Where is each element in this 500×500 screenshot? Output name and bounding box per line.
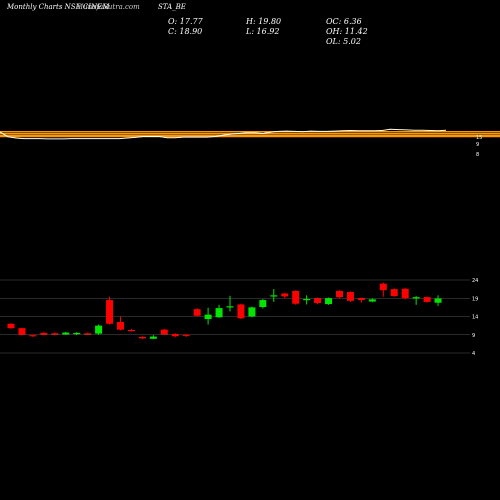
candle-body [434,298,442,303]
y-tick-label: 4 [472,351,475,357]
candle-body [303,298,311,301]
candle-body [226,306,234,308]
candle-body [193,309,201,316]
candle-body [138,336,146,339]
oh-value: OH: 11.42 [326,27,368,36]
candle-body [106,300,114,324]
candle-body [368,299,376,302]
symbol-label: STA_BE [158,3,186,11]
upper-panel-label: 9 [476,142,479,148]
candle-body [281,293,289,297]
candle-body [270,295,278,297]
candle-body [182,334,190,336]
candle-body [73,332,81,335]
low-value: L: 16.92 [246,27,280,36]
candle-body [127,330,135,332]
y-tick-label: 24 [472,278,478,284]
candle-body [237,304,245,319]
high-value: H: 19.80 [246,17,282,26]
candle-body [40,332,48,335]
candle-body [423,297,431,302]
candle-body [346,292,354,301]
open-value: O: 17.77 [168,17,203,26]
oc-value: OC: 6.36 [326,17,362,26]
close-value: C: 18.90 [168,27,203,36]
candle-body [51,333,59,335]
candle-body [336,290,343,298]
candle-body [379,283,387,291]
candle-body [18,328,26,335]
watermark: MunafaSutra.com [76,3,140,11]
candle-body [160,329,168,335]
candle-body [95,325,103,334]
candle-body [62,332,70,335]
chart-title-text: Monthly Charts NSE CINEM [7,3,110,11]
candle-body [215,308,223,318]
candle-body [357,298,365,301]
candle-body [84,333,92,335]
candle-body [248,307,256,317]
y-tick-label: 14 [472,315,478,321]
candle-body [292,290,300,304]
upper-panel-label: 15 [476,135,482,141]
candle-body [314,298,322,303]
candle-body [171,334,179,337]
candle-body [29,335,37,337]
candle-body [325,298,333,305]
candle-body [204,314,212,320]
y-tick-label: 9 [472,333,475,339]
ol-value: OL: 5.02 [326,37,361,46]
y-tick-label: 19 [472,296,478,302]
candle-body [412,297,420,299]
upper-panel-label: 8 [476,152,479,158]
ma-line [0,128,447,140]
candle-body [117,321,124,330]
chart-title: Monthly Charts NSE CINEM [7,3,109,11]
candle-body [401,288,409,299]
candle-body [390,289,398,297]
candle-body [7,323,15,329]
candle-body [149,336,157,339]
candle-body [259,300,267,308]
